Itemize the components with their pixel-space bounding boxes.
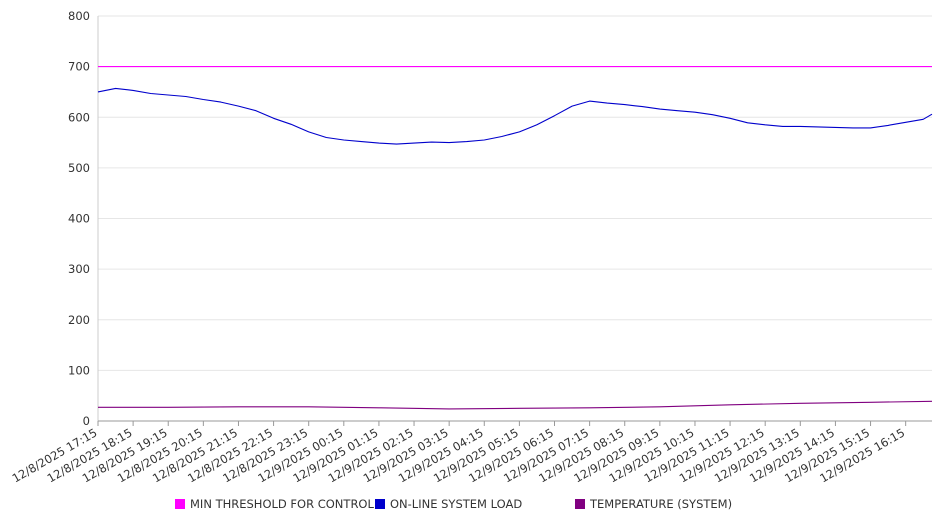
legend-label-min-threshold: MIN THRESHOLD FOR CONTROL	[190, 497, 374, 511]
series-line-on-line-system-load	[97, 87, 933, 145]
legend-item-temperature[interactable]: TEMPERATURE (SYSTEM)	[575, 497, 732, 511]
legend-item-system-load[interactable]: ON-LINE SYSTEM LOAD	[375, 497, 522, 511]
y-tick-label: 100	[68, 363, 90, 377]
legend: MIN THRESHOLD FOR CONTROL ON-LINE SYSTEM…	[0, 497, 946, 515]
y-tick-label: 800	[68, 9, 90, 23]
legend-item-min-threshold[interactable]: MIN THRESHOLD FOR CONTROL	[175, 497, 374, 511]
legend-swatch-system-load	[375, 499, 385, 509]
y-tick-label: 0	[83, 414, 90, 428]
axes	[97, 16, 932, 426]
y-tick-label: 500	[68, 161, 90, 175]
legend-label-system-load: ON-LINE SYSTEM LOAD	[390, 497, 523, 511]
y-tick-label: 600	[68, 110, 90, 124]
series-lines	[97, 66, 933, 410]
grid-lines	[98, 15, 932, 371]
legend-swatch-temperature	[575, 499, 585, 509]
y-tick-labels: 0 100 200 300 400 500 600 700 800	[68, 9, 90, 428]
y-tick-label: 300	[68, 262, 90, 276]
y-tick-label: 400	[68, 212, 90, 226]
series-line-temperature-system	[98, 400, 933, 410]
y-tick-label: 200	[68, 313, 90, 327]
y-tick-label: 700	[68, 60, 90, 74]
legend-swatch-min-threshold	[175, 499, 185, 509]
legend-label-temperature: TEMPERATURE (SYSTEM)	[590, 497, 733, 511]
